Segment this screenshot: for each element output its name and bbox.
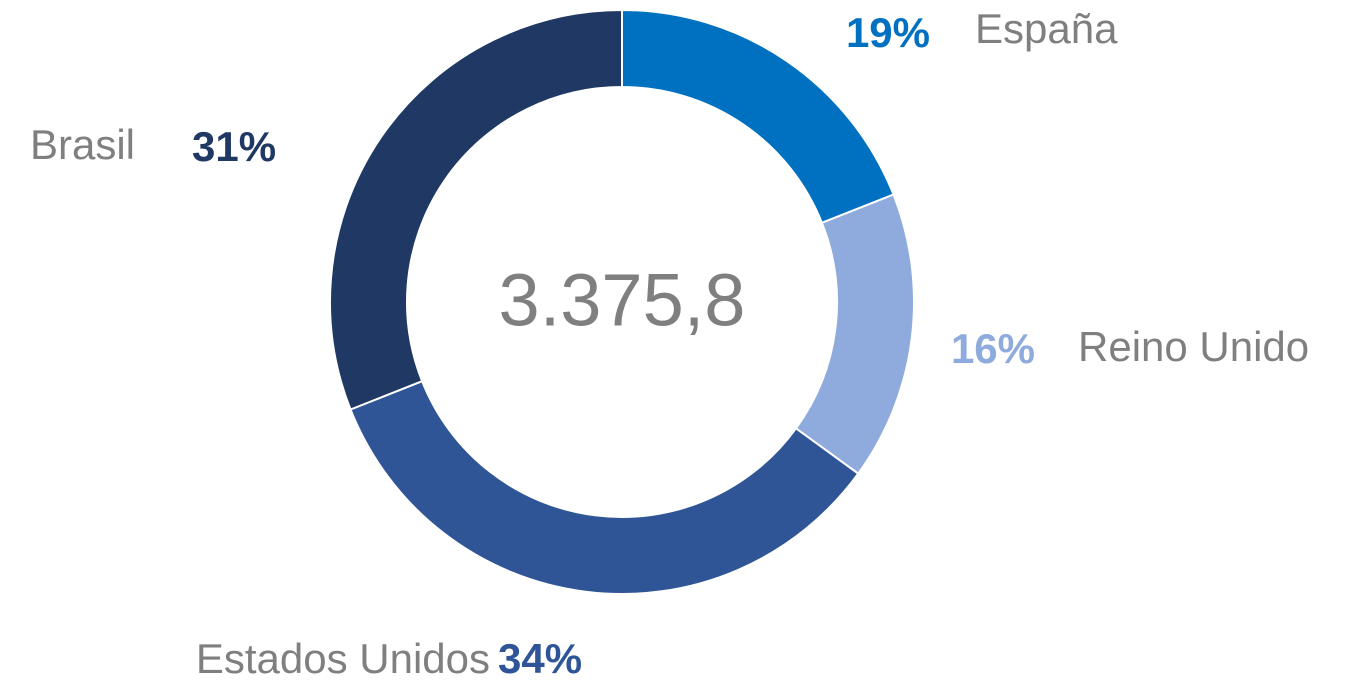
category-label: Reino Unido bbox=[1078, 323, 1309, 370]
category-label: Estados Unidos bbox=[196, 635, 490, 681]
donut-segment bbox=[794, 193, 915, 476]
category-label: España bbox=[975, 5, 1118, 52]
value-label: 34% bbox=[498, 635, 582, 681]
value-label: 31% bbox=[192, 123, 276, 170]
value-label: 16% bbox=[951, 325, 1035, 372]
center-label: 3.375,8 bbox=[499, 259, 746, 342]
donut-segment bbox=[349, 379, 860, 595]
donut-segment bbox=[329, 8, 623, 411]
value-label: 19% bbox=[846, 9, 930, 56]
category-label: Brasil bbox=[30, 121, 135, 168]
